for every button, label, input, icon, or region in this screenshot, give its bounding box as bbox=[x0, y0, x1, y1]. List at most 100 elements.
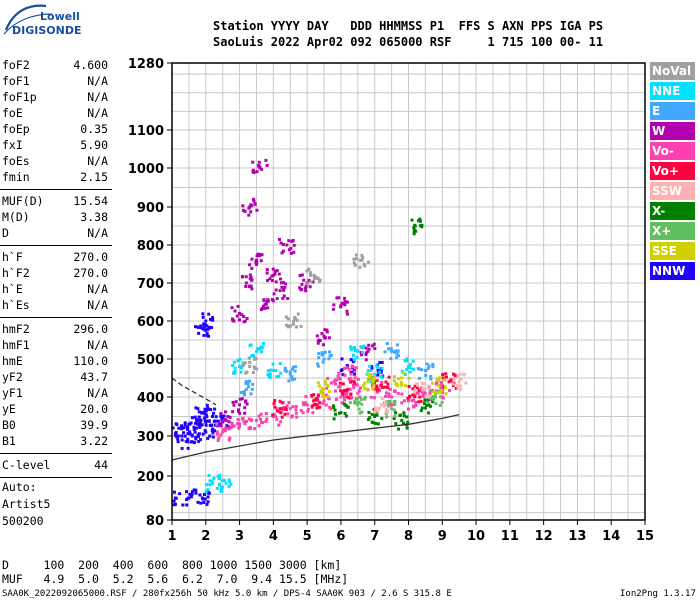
data-point bbox=[431, 365, 435, 369]
data-point bbox=[363, 264, 367, 268]
data-point bbox=[274, 280, 278, 284]
data-point bbox=[282, 288, 286, 292]
data-point bbox=[385, 342, 389, 346]
data-point bbox=[263, 306, 267, 310]
data-point bbox=[172, 503, 176, 507]
data-point bbox=[412, 398, 416, 402]
data-point bbox=[419, 399, 423, 403]
data-point bbox=[318, 405, 322, 409]
data-point bbox=[384, 380, 388, 384]
data-point bbox=[385, 415, 389, 419]
legend-item: SSW bbox=[650, 182, 695, 200]
data-point bbox=[185, 503, 189, 507]
data-point bbox=[292, 319, 296, 323]
data-point bbox=[353, 346, 357, 350]
data-point bbox=[215, 487, 219, 491]
data-point bbox=[366, 260, 370, 264]
data-point bbox=[304, 289, 308, 293]
data-point bbox=[265, 417, 269, 421]
data-point bbox=[360, 402, 364, 406]
data-point bbox=[426, 366, 430, 370]
data-point bbox=[421, 386, 425, 390]
data-point bbox=[201, 315, 205, 319]
data-point bbox=[421, 393, 425, 397]
param-label: hmE bbox=[2, 354, 23, 368]
data-point bbox=[360, 353, 364, 357]
data-point bbox=[209, 408, 213, 412]
data-point bbox=[243, 411, 247, 415]
data-point bbox=[211, 435, 215, 439]
data-point bbox=[295, 415, 299, 419]
data-point bbox=[353, 376, 357, 380]
data-point bbox=[337, 411, 341, 415]
param-row: foF1 N/A bbox=[2, 74, 108, 90]
data-point bbox=[375, 413, 379, 417]
data-point bbox=[408, 370, 412, 374]
data-point bbox=[341, 373, 345, 377]
data-point bbox=[456, 383, 460, 387]
header-row1: Station YYYY DAY DDD HHMMSS P1 FFS S AXN… bbox=[213, 19, 604, 33]
data-point bbox=[370, 412, 374, 416]
data-point bbox=[416, 391, 420, 395]
data-point bbox=[216, 438, 220, 442]
data-point bbox=[211, 415, 215, 418]
data-point bbox=[435, 389, 439, 393]
data-point bbox=[205, 403, 209, 407]
data-point bbox=[206, 491, 210, 495]
data-point bbox=[377, 406, 381, 410]
param-value: 3.22 bbox=[80, 434, 108, 448]
data-point bbox=[291, 405, 295, 409]
data-point bbox=[431, 381, 435, 385]
data-point bbox=[346, 387, 350, 391]
x-tick-label: 13 bbox=[568, 529, 586, 544]
data-point bbox=[339, 389, 343, 393]
data-point bbox=[260, 253, 264, 257]
param-value: 15.54 bbox=[73, 194, 108, 208]
data-point bbox=[261, 342, 265, 346]
data-point bbox=[217, 436, 221, 440]
data-point bbox=[316, 362, 320, 366]
data-point bbox=[411, 359, 415, 363]
data-point bbox=[356, 397, 360, 401]
x-tick-label: 3 bbox=[235, 529, 244, 544]
data-point bbox=[273, 399, 277, 403]
x-tick-label: 1 bbox=[167, 529, 176, 544]
data-point bbox=[323, 350, 327, 354]
legend-item: NoVal bbox=[650, 62, 695, 80]
data-point bbox=[385, 408, 389, 412]
data-point bbox=[354, 253, 358, 257]
data-point bbox=[327, 336, 331, 340]
data-point bbox=[198, 421, 202, 425]
data-point bbox=[323, 336, 327, 340]
param-label: yF2 bbox=[2, 370, 23, 384]
data-point bbox=[232, 403, 236, 407]
x-tick-label: 9 bbox=[438, 529, 447, 544]
data-point bbox=[434, 402, 438, 406]
data-point bbox=[204, 430, 208, 434]
data-point bbox=[207, 312, 211, 316]
param-value: N/A bbox=[87, 226, 108, 240]
data-point bbox=[243, 400, 247, 404]
y-tick-label: 600 bbox=[137, 315, 164, 330]
param-label: MUF(D) bbox=[2, 194, 44, 208]
data-point bbox=[228, 436, 232, 440]
data-point bbox=[411, 367, 415, 371]
param-row: h`E N/A bbox=[2, 282, 108, 298]
logo-line2: DIGISONDE bbox=[12, 24, 82, 37]
data-point bbox=[444, 375, 448, 379]
data-point bbox=[364, 351, 368, 355]
data-point bbox=[261, 421, 265, 425]
data-point bbox=[411, 387, 415, 391]
data-point bbox=[424, 368, 428, 372]
data-point bbox=[231, 371, 235, 375]
data-point bbox=[336, 374, 340, 378]
data-point bbox=[373, 415, 377, 418]
auto-label: Auto: bbox=[2, 480, 37, 494]
data-point bbox=[353, 263, 357, 267]
data-point bbox=[397, 354, 401, 358]
data-point bbox=[410, 218, 414, 222]
data-point bbox=[235, 314, 239, 318]
data-point bbox=[262, 298, 266, 302]
data-point bbox=[358, 386, 362, 390]
data-point bbox=[373, 412, 377, 416]
